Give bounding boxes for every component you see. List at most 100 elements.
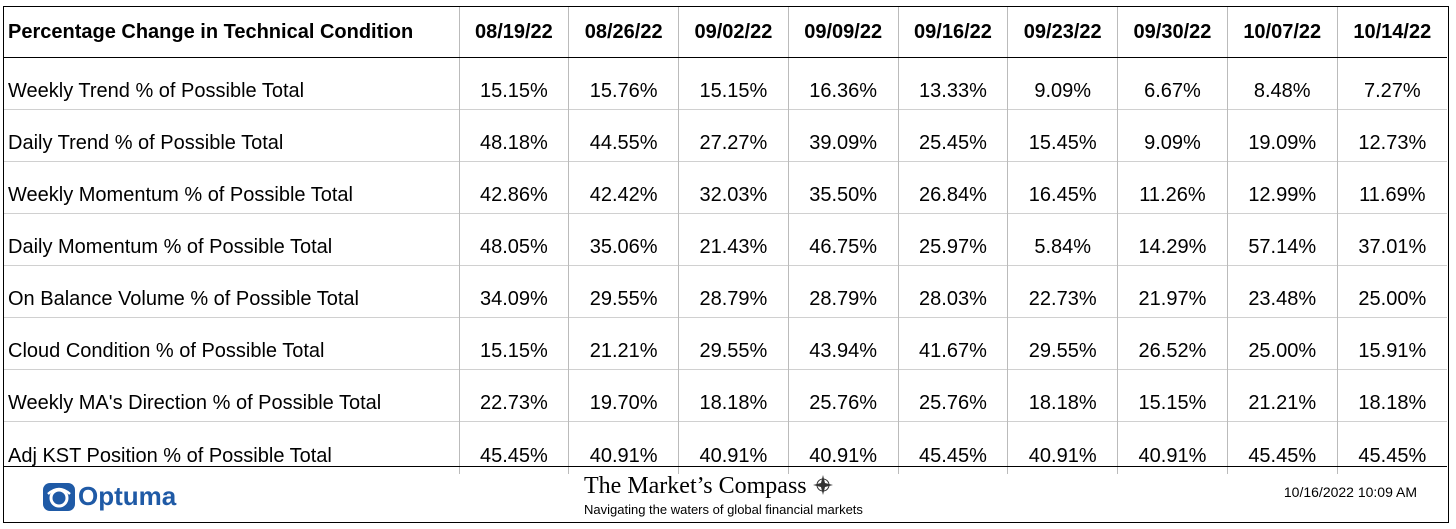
tagline: Navigating the waters of global financia… — [584, 502, 863, 517]
row-label: Weekly MA's Direction % of Possible Tota… — [4, 369, 459, 422]
column-header: 08/19/22 — [458, 7, 569, 58]
cell: 19.70% — [568, 369, 679, 422]
cell: 42.86% — [458, 161, 569, 214]
table-row: Weekly MA's Direction % of Possible Tota… — [4, 369, 1447, 422]
cell: 32.03% — [678, 161, 789, 214]
table-title: Percentage Change in Technical Condition — [4, 7, 459, 58]
cell: 27.27% — [678, 109, 789, 162]
cell: 13.33% — [897, 57, 1008, 110]
cell: 18.18% — [1007, 369, 1118, 422]
table-row: Weekly Momentum % of Possible Total 42.86… — [4, 161, 1447, 214]
cell: 25.00% — [1226, 317, 1338, 370]
column-header: 08/26/22 — [568, 7, 679, 58]
brand-name: The Market’s Compass — [584, 473, 807, 499]
row-label: Daily Trend % of Possible Total — [4, 109, 459, 162]
cell: 43.94% — [787, 317, 899, 370]
cell: 23.48% — [1226, 265, 1338, 318]
cell: 25.76% — [897, 369, 1008, 422]
cell: 29.55% — [1007, 317, 1118, 370]
cell: 28.79% — [678, 265, 789, 318]
cell: 25.45% — [897, 109, 1008, 162]
cell: 39.09% — [787, 109, 899, 162]
table-row: Cloud Condition % of Possible Total 15.15… — [4, 317, 1447, 370]
cell: 16.45% — [1007, 161, 1118, 214]
cell: 9.09% — [1117, 109, 1228, 162]
cell: 16.36% — [787, 57, 899, 110]
cell: 25.76% — [787, 369, 899, 422]
cell: 45.45% — [1226, 421, 1338, 474]
cell: 15.76% — [568, 57, 679, 110]
cell: 46.75% — [787, 213, 899, 266]
table-row: Daily Momentum % of Possible Total 48.05%… — [4, 213, 1447, 266]
timestamp: 10/16/2022 10:09 AM — [1283, 484, 1417, 500]
frame: Percentage Change in Technical Condition… — [3, 6, 1449, 523]
cell: 11.69% — [1336, 161, 1447, 214]
row-label: Cloud Condition % of Possible Total — [4, 317, 459, 370]
brand-title: The Market’s Compass — [584, 473, 863, 500]
cell: 28.03% — [897, 265, 1008, 318]
cell: 45.45% — [1336, 421, 1447, 474]
cell: 22.73% — [1007, 265, 1118, 318]
cell: 57.14% — [1226, 213, 1338, 266]
column-header: 09/16/22 — [897, 7, 1008, 58]
column-header: 09/09/22 — [787, 7, 899, 58]
cell: 25.97% — [897, 213, 1008, 266]
cell: 40.91% — [678, 421, 789, 474]
cell: 29.55% — [678, 317, 789, 370]
cell: 40.91% — [568, 421, 679, 474]
cell: 34.09% — [458, 265, 569, 318]
cell: 35.50% — [787, 161, 899, 214]
cell: 35.06% — [568, 213, 679, 266]
cell: 37.01% — [1336, 213, 1447, 266]
header-row: Percentage Change in Technical Condition… — [4, 7, 1447, 58]
cell: 15.45% — [1007, 109, 1118, 162]
cell: 11.26% — [1117, 161, 1228, 214]
cell: 19.09% — [1226, 109, 1338, 162]
cell: 12.99% — [1226, 161, 1338, 214]
cell: 21.43% — [678, 213, 789, 266]
cell: 18.18% — [678, 369, 789, 422]
cell: 6.67% — [1117, 57, 1228, 110]
cell: 22.73% — [458, 369, 569, 422]
cell: 40.91% — [787, 421, 899, 474]
cell: 48.18% — [458, 109, 569, 162]
row-label: Weekly Trend % of Possible Total — [8, 80, 305, 102]
cell: 48.05% — [458, 213, 569, 266]
column-header: 09/23/22 — [1007, 7, 1118, 58]
table-row: Weekly Trend % of Possible Total 15.15% 15… — [4, 57, 1447, 110]
cell: 29.55% — [568, 265, 679, 318]
cell: 15.15% — [1117, 369, 1228, 422]
cell: 18.18% — [1336, 369, 1447, 422]
cell: 15.15% — [458, 317, 569, 370]
cell: 25.00% — [1336, 265, 1447, 318]
cell: 40.91% — [1117, 421, 1228, 474]
table-row: Daily Trend % of Possible Total 48.18% 44.… — [4, 109, 1447, 162]
column-header: 10/14/22 — [1336, 7, 1447, 58]
logo-icon — [43, 482, 75, 511]
column-header: 10/07/22 — [1226, 7, 1338, 58]
cell: 14.29% — [1117, 213, 1228, 266]
cell: 40.91% — [1007, 421, 1118, 474]
compass-icon — [812, 475, 833, 495]
row-label: Adj KST Position % of Possible Total — [4, 421, 459, 474]
table-body: Weekly Trend % of Possible Total 15.15% 15… — [4, 57, 1447, 474]
cell: 9.09% — [1007, 57, 1118, 110]
cell: 5.84% — [1007, 213, 1118, 266]
cell: 15.15% — [678, 57, 789, 110]
logo: Optuma — [42, 481, 176, 512]
logo-text: Optuma — [78, 481, 177, 511]
footer: Optuma The Market’s Compass Navigating t… — [4, 466, 1447, 523]
cell: 21.97% — [1117, 265, 1228, 318]
cell: 21.21% — [568, 317, 679, 370]
cell: 26.52% — [1117, 317, 1228, 370]
cell: 15.15% — [458, 57, 569, 110]
cell: 45.45% — [897, 421, 1008, 474]
cell: 8.48% — [1226, 57, 1338, 110]
cell: 7.27% — [1336, 57, 1447, 110]
table: Percentage Change in Technical Condition… — [4, 7, 1447, 474]
cell: 12.73% — [1336, 109, 1447, 162]
row-label: On Balance Volume % of Possible Total — [4, 265, 459, 318]
row-label: Weekly Momentum % of Possible Total — [4, 161, 459, 214]
table-row: Adj KST Position % of Possible Total 45.4… — [4, 421, 1447, 474]
